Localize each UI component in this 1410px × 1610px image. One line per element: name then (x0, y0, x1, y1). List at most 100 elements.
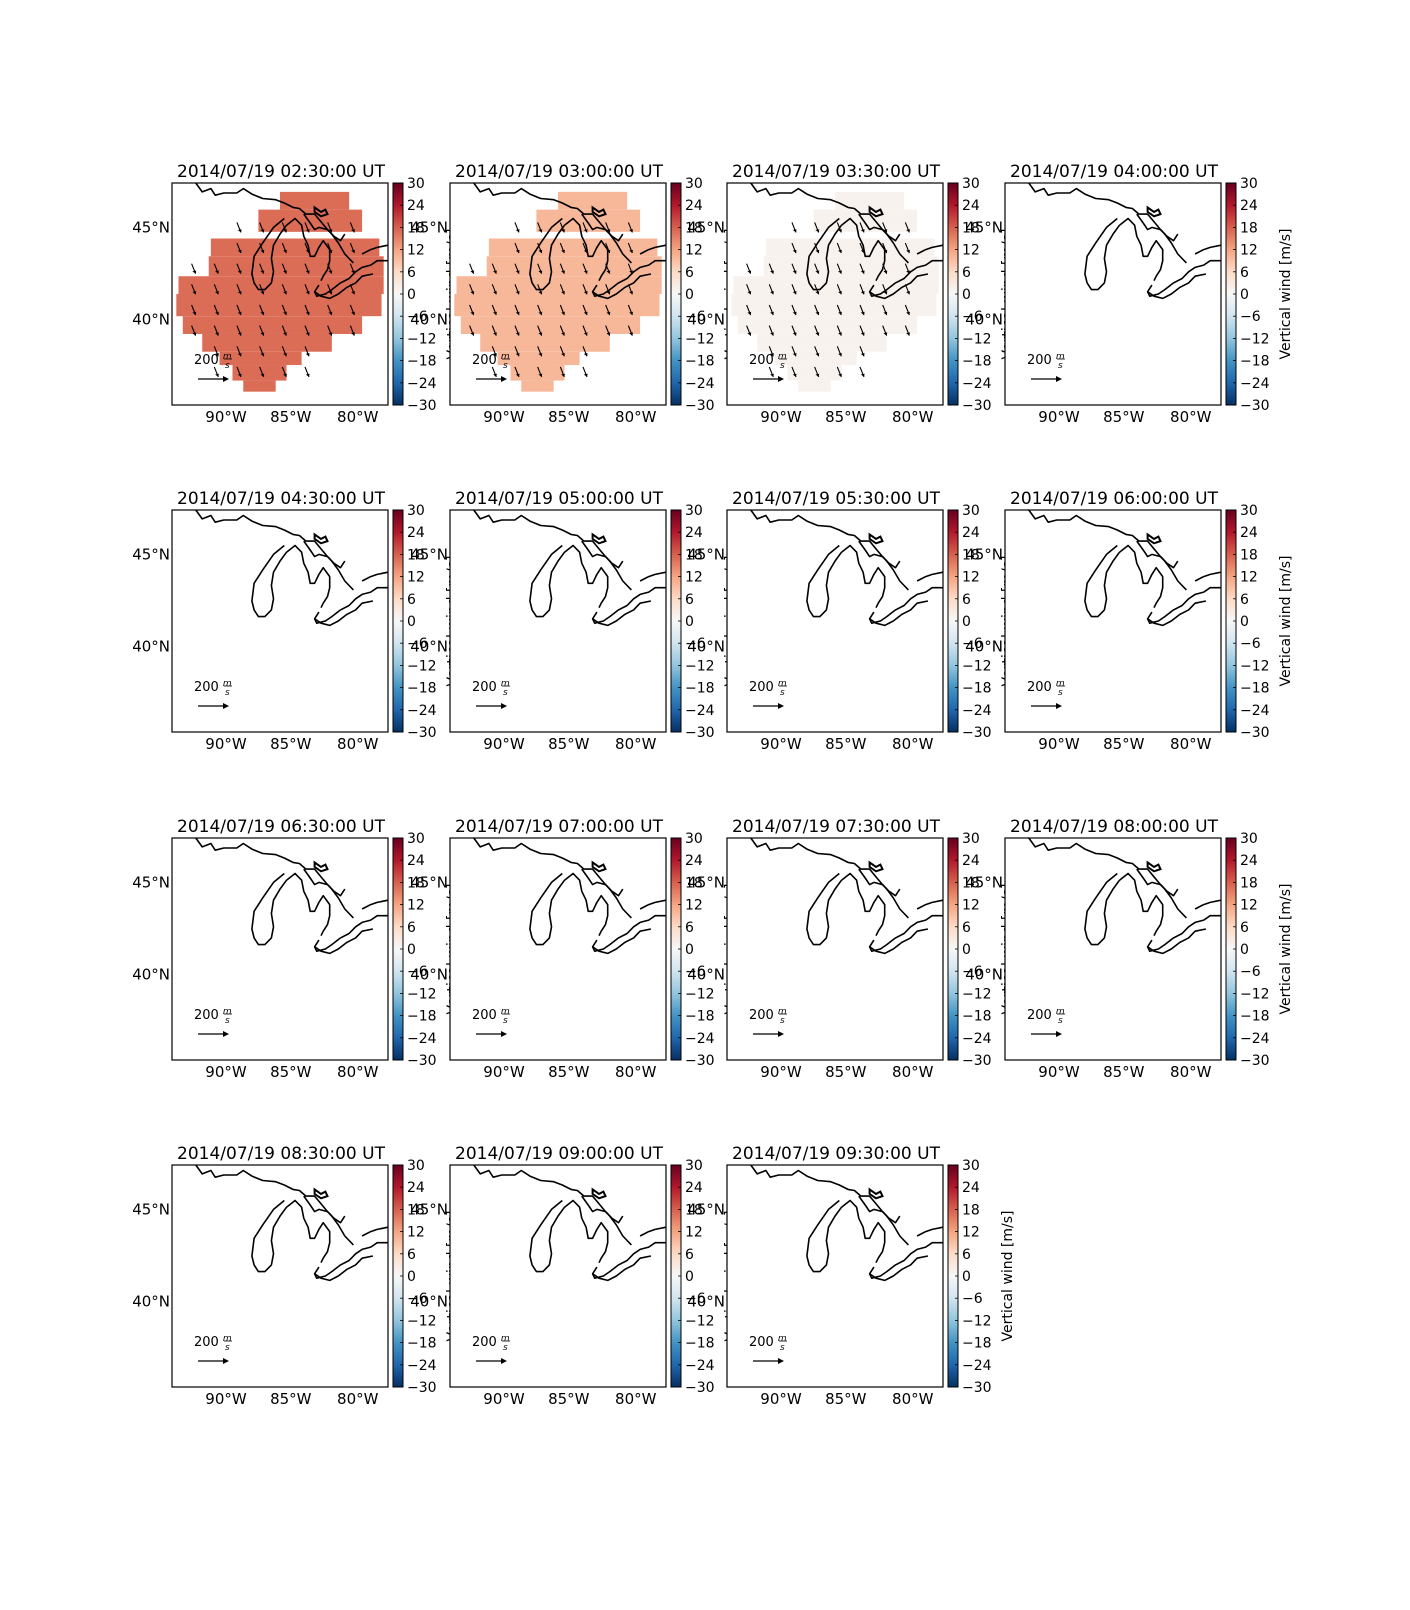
vertical-wind-cell (737, 316, 918, 334)
colorbar-tick-label: 0 (685, 287, 694, 303)
wind-arrow-head (351, 249, 355, 254)
lon-tick-label: 80°W (1170, 1063, 1212, 1081)
wind-arrow-head (305, 229, 310, 233)
wind-arrow-head (629, 332, 633, 336)
quiver-key-unit-denominator: s (780, 1016, 785, 1026)
colorbar-tick-label: −24 (1240, 703, 1270, 719)
wind-arrow-head (838, 270, 842, 274)
panel-title: 2014/07/19 05:30:00 UT (732, 489, 941, 509)
colorbar-tick-label: −24 (962, 703, 992, 719)
colorbar-tick-label: 0 (407, 614, 416, 630)
colorbar-tick-label: −12 (962, 331, 992, 347)
quiver-key-arrow-head (223, 376, 229, 382)
wind-arrow-head (838, 311, 842, 315)
wind-arrow-head (215, 353, 219, 357)
coastline (195, 509, 346, 569)
wind-arrow-head (883, 332, 888, 336)
coastline (1136, 213, 1187, 264)
colorbar-tick-label: −12 (685, 331, 715, 347)
colorbar-tick-label: 18 (1240, 547, 1258, 563)
wind-arrow-head (815, 291, 820, 295)
wind-arrow-head (470, 291, 475, 295)
colorbar-tick-label: −12 (1240, 658, 1270, 674)
colorbar-tick-label: −6 (407, 1291, 428, 1307)
wind-arrow-head (538, 332, 543, 336)
colorbar-tick-label: −18 (685, 1009, 715, 1025)
lon-tick-label: 80°W (615, 1063, 657, 1081)
coastline-island (591, 1187, 607, 1200)
wind-arrow-head (838, 249, 842, 254)
colorbar-tick-label: 0 (407, 942, 416, 958)
coastline-island (313, 860, 329, 873)
wind-arrow-head (838, 353, 842, 357)
lon-tick-label: 85°W (270, 735, 312, 753)
wind-arrow-head (237, 270, 242, 274)
wind-arrow-head (883, 229, 888, 233)
colorbar-tick-label: 24 (407, 525, 425, 541)
colorbar-tick-label: −30 (685, 725, 715, 741)
quiver-key-label: 200 m (194, 679, 232, 695)
quiver-key-value: 200 (1027, 680, 1052, 695)
colorbar-tick-label: −30 (407, 725, 437, 741)
wind-arrow-head (815, 332, 820, 336)
wind-arrow-head (792, 311, 797, 315)
colorbar-tick-label: −6 (407, 964, 428, 980)
coastline-island (1146, 205, 1162, 218)
colorbar-tick-label: 24 (962, 853, 980, 869)
coastline-island (868, 205, 884, 218)
lat-tick-label: 45°N (965, 218, 1003, 236)
lon-tick-label: 85°W (1103, 408, 1145, 426)
coastline (1084, 217, 1121, 291)
colorbar-tick-label: −24 (407, 1031, 437, 1047)
coastline (1194, 244, 1222, 255)
wind-arrow-head (493, 291, 497, 295)
wind-arrow-head (515, 373, 520, 377)
wind-arrow-head (583, 291, 588, 295)
coastline (806, 1199, 843, 1273)
colorbar-tick-label: −6 (962, 309, 983, 325)
wind-arrow-head (538, 291, 543, 295)
plot-frame (171, 1164, 389, 1388)
colorbar-tick-label: 6 (407, 265, 416, 281)
wind-arrow-head (192, 311, 197, 315)
wind-arrow-head (906, 229, 910, 233)
colorbar-tick-label: −18 (1240, 1009, 1270, 1025)
colorbar-tick-label: 0 (685, 1269, 694, 1285)
colorbar-tick-label: 24 (685, 1180, 703, 1196)
colorbar-tick-label: 18 (407, 547, 425, 563)
colorbar-tick-label: 30 (407, 503, 425, 519)
wind-arrow-head (561, 353, 565, 357)
quiver-key-unit-denominator: s (503, 1343, 508, 1353)
wind-arrow-head (538, 373, 543, 377)
quiver-key-label: 200 m (749, 352, 787, 368)
wind-arrow-head (538, 249, 543, 254)
vertical-wind-cell (258, 209, 363, 232)
colorbar-tick-label: 12 (962, 243, 980, 259)
colorbar-tick-label: −12 (962, 658, 992, 674)
vertical-wind-cell (210, 238, 380, 257)
map-panel: 2014/07/19 08:30:00 UT 200 ms 90°W 85°W 80°W 4… (132, 1144, 461, 1408)
wind-arrow-head (583, 332, 588, 336)
vertical-wind-cell (488, 238, 658, 257)
wind-arrow-head (770, 270, 774, 274)
coastline (286, 872, 331, 937)
colorbar-tick-label: −12 (407, 1313, 437, 1329)
lon-tick-label: 80°W (615, 735, 657, 753)
plot-area (172, 510, 388, 732)
wind-arrow-head (305, 332, 310, 336)
wind-arrow-head (792, 249, 797, 254)
wind-arrow-head (493, 332, 497, 336)
lat-tick-label: 40°N (687, 1293, 725, 1311)
quiver-key-unit-denominator: s (1058, 1016, 1063, 1026)
coastline (1136, 868, 1187, 919)
wind-arrow-head (283, 249, 287, 254)
wind-arrow-head (351, 311, 355, 315)
lat-tick-label: 45°N (687, 873, 725, 891)
colorbar-tick-label: 24 (407, 198, 425, 214)
colorbar-tick-label: 6 (962, 265, 971, 281)
wind-arrow-head (351, 332, 355, 336)
coastline (195, 837, 346, 897)
map-panel: 2014/07/19 05:00:00 UT 200 ms 90°W 85°W 80°W 4… (410, 489, 739, 753)
wind-arrow-head (606, 332, 611, 336)
vertical-wind-cell (510, 365, 565, 381)
